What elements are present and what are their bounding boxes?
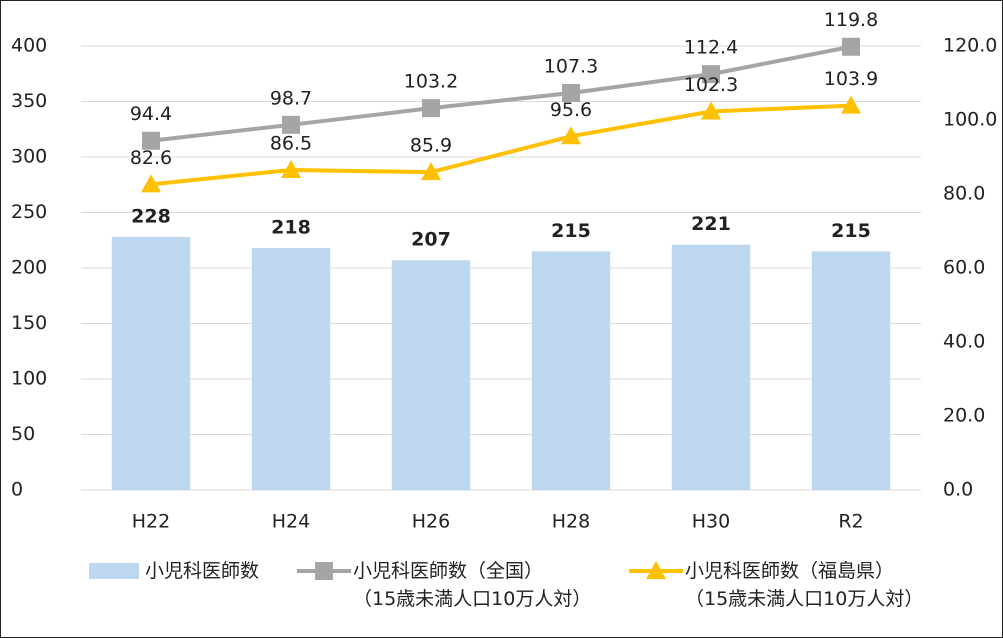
- bar-label: 228: [131, 205, 171, 227]
- y-tick-label: 0: [11, 479, 23, 501]
- marker: [562, 83, 580, 102]
- legend-marker: [646, 561, 666, 579]
- bar: [531, 251, 611, 490]
- legend-swatch: [89, 563, 139, 579]
- marker: [841, 95, 861, 114]
- data-label: 82.6: [130, 147, 172, 169]
- x-tick-label: H24: [272, 511, 310, 533]
- marker: [842, 37, 860, 56]
- line: [150, 44, 852, 143]
- line: [150, 103, 852, 187]
- data-label: 119.8: [824, 9, 878, 31]
- marker: [282, 115, 300, 134]
- bar-label: 207: [411, 229, 451, 251]
- marker: [281, 159, 301, 178]
- marker: [142, 131, 160, 150]
- y-tick-label: 100: [11, 368, 47, 390]
- y2-tick-label: 60.0: [943, 257, 985, 279]
- x-tick-label: H26: [412, 511, 450, 533]
- x-tick-label: H22: [132, 511, 170, 533]
- legend-marker: [315, 562, 333, 580]
- data-label: 102.3: [684, 74, 738, 96]
- bar: [811, 251, 891, 490]
- bar-label: 215: [551, 220, 591, 242]
- marker: [561, 126, 581, 145]
- data-label: 103.2: [404, 71, 458, 93]
- y-tick-label: 300: [11, 146, 47, 168]
- y2-tick-label: 80.0: [943, 183, 985, 205]
- bar: [251, 248, 331, 490]
- data-label: 94.4: [130, 103, 172, 125]
- data-label: 103.9: [824, 68, 878, 90]
- y-tick-label: 350: [11, 90, 47, 112]
- y2-tick-label: 120.0: [943, 35, 997, 57]
- bar: [391, 260, 471, 490]
- bar: [671, 244, 751, 490]
- data-label: 107.3: [544, 55, 598, 77]
- data-label: 86.5: [270, 132, 312, 154]
- x-tick-label: H28: [552, 511, 590, 533]
- bar-label: 215: [831, 220, 871, 242]
- legend-label: 小児科医師数: [145, 560, 260, 582]
- y2-tick-label: 0.0: [943, 479, 973, 501]
- marker: [141, 174, 161, 193]
- data-label: 95.6: [550, 99, 592, 121]
- marker: [421, 162, 441, 181]
- y2-tick-label: 40.0: [943, 331, 985, 353]
- y-tick-label: 250: [11, 201, 47, 223]
- marker: [702, 65, 720, 84]
- y2-tick-label: 100.0: [943, 109, 997, 131]
- marker: [422, 99, 440, 118]
- legend-label: 小児科医師数（全国） （15歳未満人口10万人対）: [353, 560, 592, 610]
- y-tick-label: 400: [11, 35, 47, 57]
- data-label: 112.4: [684, 37, 738, 59]
- marker: [701, 101, 721, 120]
- y-tick-label: 150: [11, 312, 47, 334]
- x-tick-label: R2: [838, 511, 863, 533]
- y-tick-label: 200: [11, 257, 47, 279]
- y-tick-label: 50: [11, 423, 35, 445]
- legend-label: 小児科医師数（福島県） （15歳未満人口10万人対）: [685, 560, 924, 610]
- y2-tick-label: 20.0: [943, 405, 985, 427]
- bar-label: 221: [691, 213, 731, 235]
- x-tick-label: H30: [692, 511, 730, 533]
- bar: [111, 236, 191, 490]
- bar-label: 218: [271, 217, 311, 239]
- data-label: 85.9: [410, 135, 452, 157]
- data-label: 98.7: [270, 87, 312, 109]
